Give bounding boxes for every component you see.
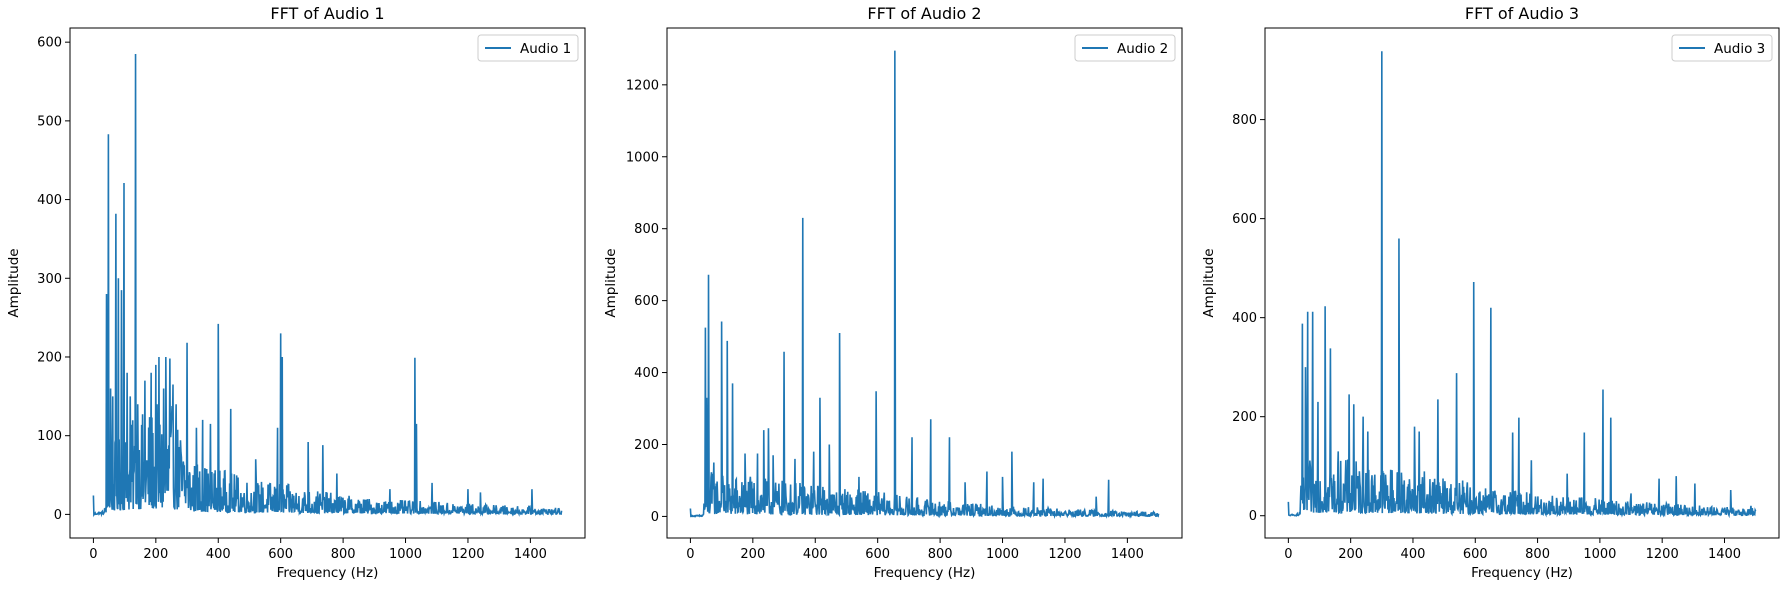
series-line-audio-2 bbox=[689, 50, 1160, 519]
legend-entry: Audio 2 bbox=[1117, 41, 1168, 57]
y-tick-label: 200 bbox=[37, 350, 62, 365]
x-tick-label: 1000 bbox=[986, 547, 1019, 562]
legend-entry: Audio 1 bbox=[520, 41, 571, 57]
axes-frame bbox=[666, 27, 1183, 539]
x-tick-label: 600 bbox=[268, 547, 293, 562]
chart-title: FFT of Audio 2 bbox=[867, 4, 981, 23]
x-tick-label: 200 bbox=[143, 547, 168, 562]
y-tick-label: 600 bbox=[1232, 212, 1257, 227]
y-tick-label: 100 bbox=[37, 429, 62, 444]
x-tick-label: 800 bbox=[1525, 547, 1550, 562]
x-tick-label: 400 bbox=[1401, 547, 1426, 562]
x-tick-label: 1200 bbox=[1646, 547, 1679, 562]
y-tick-label: 0 bbox=[1249, 509, 1257, 524]
y-tick-label: 400 bbox=[37, 193, 62, 208]
x-tick-label: 1200 bbox=[1048, 547, 1081, 562]
legend-entry: Audio 3 bbox=[1714, 41, 1765, 57]
legend: Audio 3 bbox=[1671, 34, 1773, 62]
y-tick-label: 600 bbox=[37, 36, 62, 51]
y-tick-label: 300 bbox=[37, 272, 62, 287]
y-tick-label: 400 bbox=[1232, 311, 1257, 326]
x-tick-label: 0 bbox=[89, 547, 97, 562]
x-tick-label: 1400 bbox=[1111, 547, 1144, 562]
x-tick-label: 400 bbox=[803, 547, 828, 562]
y-tick-label: 500 bbox=[37, 114, 62, 129]
y-tick-label: 0 bbox=[651, 510, 659, 525]
chart-panel-audio-2: 0 200 400 600 800 1000 1200 1400 0 200 400 600 800 10… bbox=[603, 4, 1183, 581]
legend-box bbox=[477, 34, 579, 62]
x-tick-label: 1000 bbox=[389, 547, 422, 562]
chart-title: FFT of Audio 3 bbox=[1465, 4, 1579, 23]
x-tick-label: 600 bbox=[1463, 547, 1488, 562]
x-axis-label: Frequency (Hz) bbox=[874, 565, 976, 581]
x-tick-label: 800 bbox=[331, 547, 356, 562]
x-tick-label: 600 bbox=[865, 547, 890, 562]
chart-title: FFT of Audio 1 bbox=[270, 4, 384, 23]
y-tick-label: 800 bbox=[634, 222, 659, 237]
series-line-audio-3 bbox=[1287, 51, 1757, 519]
legend-box bbox=[1671, 34, 1773, 62]
x-axis-label: Frequency (Hz) bbox=[277, 565, 379, 581]
legend-box bbox=[1074, 34, 1176, 62]
x-tick-label: 0 bbox=[686, 547, 694, 562]
y-tick-label: 1200 bbox=[626, 78, 659, 93]
x-tick-label: 1400 bbox=[1708, 547, 1741, 562]
y-axis-label: Amplitude bbox=[6, 248, 22, 317]
axes-frame bbox=[69, 27, 586, 539]
x-tick-label: 1000 bbox=[1583, 547, 1616, 562]
y-tick-label: 200 bbox=[634, 438, 659, 453]
y-tick-label: 400 bbox=[634, 366, 659, 381]
x-tick-label: 1200 bbox=[451, 547, 484, 562]
y-axis-label: Amplitude bbox=[603, 248, 619, 317]
x-tick-label: 0 bbox=[1284, 547, 1292, 562]
chart-panel-audio-3: 0 200 400 600 800 1000 1200 1400 0 200 400 600 800 FF… bbox=[1201, 4, 1780, 581]
series-line-audio-1 bbox=[92, 53, 563, 518]
axes-frame bbox=[1264, 27, 1780, 539]
y-tick-label: 600 bbox=[634, 294, 659, 309]
x-tick-label: 400 bbox=[206, 547, 231, 562]
x-tick-label: 200 bbox=[740, 547, 765, 562]
y-tick-label: 1000 bbox=[626, 150, 659, 165]
x-tick-label: 1400 bbox=[514, 547, 547, 562]
x-axis-label: Frequency (Hz) bbox=[1471, 565, 1573, 581]
legend: Audio 1 bbox=[477, 34, 579, 62]
legend: Audio 2 bbox=[1074, 34, 1176, 62]
y-tick-label: 0 bbox=[54, 508, 62, 523]
y-tick-label: 200 bbox=[1232, 410, 1257, 425]
x-tick-label: 800 bbox=[928, 547, 953, 562]
x-tick-label: 200 bbox=[1338, 547, 1363, 562]
y-tick-label: 800 bbox=[1232, 113, 1257, 128]
chart-panel-audio-1: 0 200 400 600 800 1000 1200 1400 0 100 200 300 400 50… bbox=[6, 4, 586, 581]
y-axis-label: Amplitude bbox=[1201, 248, 1217, 317]
